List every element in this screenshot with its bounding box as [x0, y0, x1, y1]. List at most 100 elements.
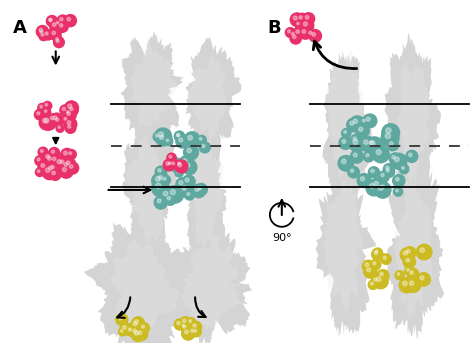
Circle shape — [57, 15, 68, 26]
Circle shape — [170, 160, 179, 169]
Circle shape — [366, 180, 382, 196]
Circle shape — [138, 331, 142, 334]
Circle shape — [69, 152, 72, 154]
Circle shape — [41, 33, 44, 36]
Circle shape — [59, 164, 73, 178]
Circle shape — [417, 273, 430, 286]
Circle shape — [51, 165, 55, 169]
Circle shape — [158, 132, 164, 137]
Circle shape — [370, 183, 374, 188]
Circle shape — [46, 154, 49, 158]
Circle shape — [54, 157, 68, 170]
Polygon shape — [185, 37, 241, 148]
Circle shape — [370, 141, 374, 144]
Circle shape — [360, 117, 369, 126]
Text: B: B — [268, 19, 282, 36]
Circle shape — [375, 250, 378, 253]
Circle shape — [185, 178, 189, 182]
Circle shape — [363, 114, 377, 128]
Circle shape — [67, 112, 71, 115]
Circle shape — [373, 248, 382, 257]
Circle shape — [39, 31, 48, 41]
Circle shape — [350, 116, 365, 130]
Circle shape — [182, 186, 186, 190]
Circle shape — [155, 128, 172, 145]
Circle shape — [135, 331, 138, 335]
Polygon shape — [121, 31, 183, 144]
Circle shape — [176, 178, 189, 191]
Circle shape — [160, 188, 175, 203]
Circle shape — [374, 251, 378, 255]
Circle shape — [374, 278, 377, 281]
Circle shape — [66, 111, 69, 113]
Circle shape — [65, 122, 76, 133]
Circle shape — [56, 37, 58, 40]
Circle shape — [51, 150, 55, 153]
Circle shape — [163, 178, 166, 180]
Circle shape — [288, 30, 291, 33]
Circle shape — [180, 322, 189, 331]
Circle shape — [383, 256, 386, 259]
Circle shape — [174, 132, 184, 141]
Circle shape — [371, 169, 374, 173]
Circle shape — [338, 155, 354, 171]
Circle shape — [195, 187, 199, 191]
Circle shape — [180, 155, 194, 170]
Circle shape — [405, 267, 413, 275]
Circle shape — [67, 162, 79, 174]
Circle shape — [64, 118, 77, 130]
Circle shape — [169, 162, 171, 164]
Circle shape — [37, 158, 40, 161]
Circle shape — [410, 271, 413, 274]
Circle shape — [407, 269, 409, 271]
Circle shape — [290, 33, 301, 44]
Text: A: A — [13, 19, 27, 36]
Circle shape — [167, 153, 176, 162]
Circle shape — [406, 278, 421, 292]
Circle shape — [174, 131, 184, 141]
Circle shape — [157, 199, 161, 203]
Circle shape — [391, 153, 407, 169]
Circle shape — [67, 17, 71, 21]
Circle shape — [37, 112, 40, 115]
Circle shape — [382, 124, 400, 141]
Circle shape — [123, 325, 126, 329]
Circle shape — [360, 137, 375, 152]
Polygon shape — [186, 104, 227, 284]
Circle shape — [312, 32, 316, 36]
Circle shape — [163, 159, 175, 171]
Polygon shape — [110, 238, 180, 340]
Circle shape — [53, 23, 56, 26]
Circle shape — [185, 191, 194, 200]
Circle shape — [53, 116, 57, 120]
Circle shape — [141, 325, 145, 328]
Circle shape — [293, 27, 305, 39]
Circle shape — [377, 270, 389, 282]
Circle shape — [64, 151, 67, 155]
Circle shape — [159, 135, 164, 139]
Circle shape — [64, 117, 67, 120]
Circle shape — [406, 150, 418, 162]
Circle shape — [296, 30, 300, 33]
Circle shape — [353, 119, 357, 123]
Circle shape — [378, 171, 389, 182]
Circle shape — [344, 131, 346, 133]
Circle shape — [179, 181, 183, 185]
Circle shape — [366, 117, 370, 121]
Circle shape — [52, 171, 55, 175]
Circle shape — [416, 244, 432, 260]
Circle shape — [52, 31, 55, 35]
Circle shape — [371, 259, 381, 270]
Circle shape — [48, 166, 52, 170]
Circle shape — [130, 319, 143, 332]
Circle shape — [166, 160, 175, 169]
Circle shape — [381, 173, 384, 177]
Circle shape — [40, 149, 43, 152]
Circle shape — [37, 170, 40, 172]
Circle shape — [189, 320, 191, 322]
Circle shape — [35, 109, 45, 120]
Circle shape — [56, 124, 64, 132]
Polygon shape — [122, 108, 179, 280]
Circle shape — [373, 262, 376, 265]
Circle shape — [46, 15, 57, 26]
